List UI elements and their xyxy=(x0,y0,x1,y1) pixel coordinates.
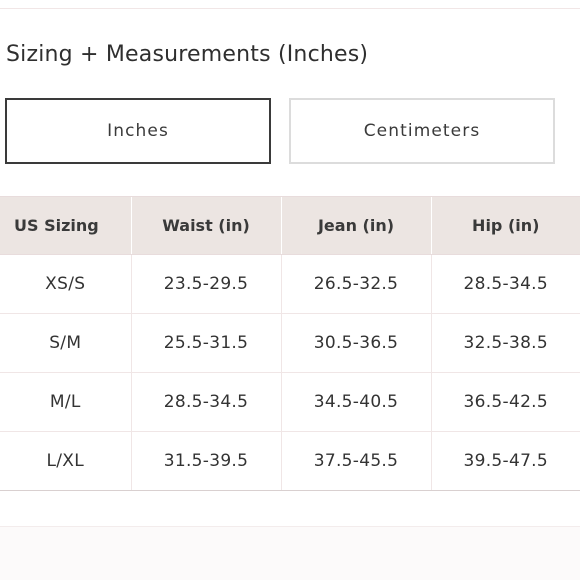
cell-waist: 31.5-39.5 xyxy=(130,431,281,491)
cell-waist: 25.5-31.5 xyxy=(130,313,281,373)
bottom-section-divider xyxy=(0,526,580,580)
cell-waist: 23.5-29.5 xyxy=(130,254,281,314)
inches-toggle-button[interactable]: Inches xyxy=(5,98,271,164)
page-title: Sizing + Measurements (Inches) xyxy=(6,42,369,67)
cell-hip: 39.5-47.5 xyxy=(430,431,580,491)
cell-size: M/L xyxy=(0,372,131,432)
table-row: L/XL 31.5-39.5 37.5-45.5 39.5-47.5 xyxy=(0,431,580,491)
cell-hip: 32.5-38.5 xyxy=(430,313,580,373)
cell-jean: 37.5-45.5 xyxy=(280,431,431,491)
cell-hip: 36.5-42.5 xyxy=(430,372,580,432)
top-divider xyxy=(0,8,580,9)
header-jean: Jean (in) xyxy=(280,196,431,255)
cell-size: XS/S xyxy=(0,254,131,314)
table-header-row: US Sizing Waist (in) Jean (in) Hip (in) xyxy=(0,196,580,255)
header-waist: Waist (in) xyxy=(130,196,281,255)
header-us-sizing: US Sizing xyxy=(0,196,131,255)
size-table: US Sizing Waist (in) Jean (in) Hip (in) … xyxy=(0,196,580,491)
cell-size: S/M xyxy=(0,313,131,373)
table-row: S/M 25.5-31.5 30.5-36.5 32.5-38.5 xyxy=(0,313,580,373)
cell-size: L/XL xyxy=(0,431,131,491)
header-hip: Hip (in) xyxy=(430,196,580,255)
cell-jean: 34.5-40.5 xyxy=(280,372,431,432)
table-row: XS/S 23.5-29.5 26.5-32.5 28.5-34.5 xyxy=(0,254,580,314)
centimeters-toggle-button[interactable]: Centimeters xyxy=(289,98,555,164)
table-row: M/L 28.5-34.5 34.5-40.5 36.5-42.5 xyxy=(0,372,580,432)
cell-waist: 28.5-34.5 xyxy=(130,372,281,432)
cell-jean: 26.5-32.5 xyxy=(280,254,431,314)
cell-hip: 28.5-34.5 xyxy=(430,254,580,314)
cell-jean: 30.5-36.5 xyxy=(280,313,431,373)
size-table-container: US Sizing Waist (in) Jean (in) Hip (in) … xyxy=(0,196,580,491)
